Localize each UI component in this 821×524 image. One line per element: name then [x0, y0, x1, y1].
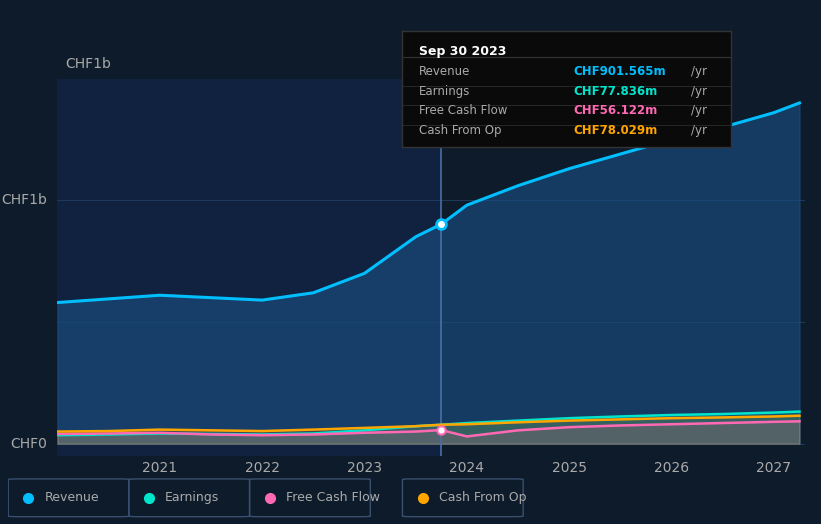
Text: /yr: /yr — [691, 124, 707, 137]
Text: CHF78.029m: CHF78.029m — [573, 124, 658, 137]
Text: Earnings: Earnings — [165, 492, 219, 504]
Text: CHF1b: CHF1b — [65, 57, 111, 71]
Bar — [441, 79, 805, 456]
Text: Earnings: Earnings — [419, 85, 470, 98]
Text: CHF1b: CHF1b — [2, 193, 48, 208]
Text: Free Cash Flow: Free Cash Flow — [286, 492, 380, 504]
Text: Cash From Op: Cash From Op — [419, 124, 501, 137]
Text: /yr: /yr — [691, 66, 707, 78]
Text: CHF0: CHF0 — [11, 436, 48, 451]
Text: Past: Past — [410, 108, 436, 121]
Text: Sep 30 2023: Sep 30 2023 — [419, 45, 506, 58]
Text: CHF56.122m: CHF56.122m — [573, 104, 658, 117]
Text: /yr: /yr — [691, 85, 707, 98]
Text: Free Cash Flow: Free Cash Flow — [419, 104, 507, 117]
Text: Revenue: Revenue — [419, 66, 470, 78]
Text: Cash From Op: Cash From Op — [438, 492, 526, 504]
Text: CHF77.836m: CHF77.836m — [573, 85, 658, 98]
Text: Analysts Forecasts: Analysts Forecasts — [447, 108, 562, 121]
Text: Revenue: Revenue — [44, 492, 99, 504]
Bar — [57, 79, 441, 456]
Text: /yr: /yr — [691, 104, 707, 117]
Text: CHF901.565m: CHF901.565m — [573, 66, 666, 78]
